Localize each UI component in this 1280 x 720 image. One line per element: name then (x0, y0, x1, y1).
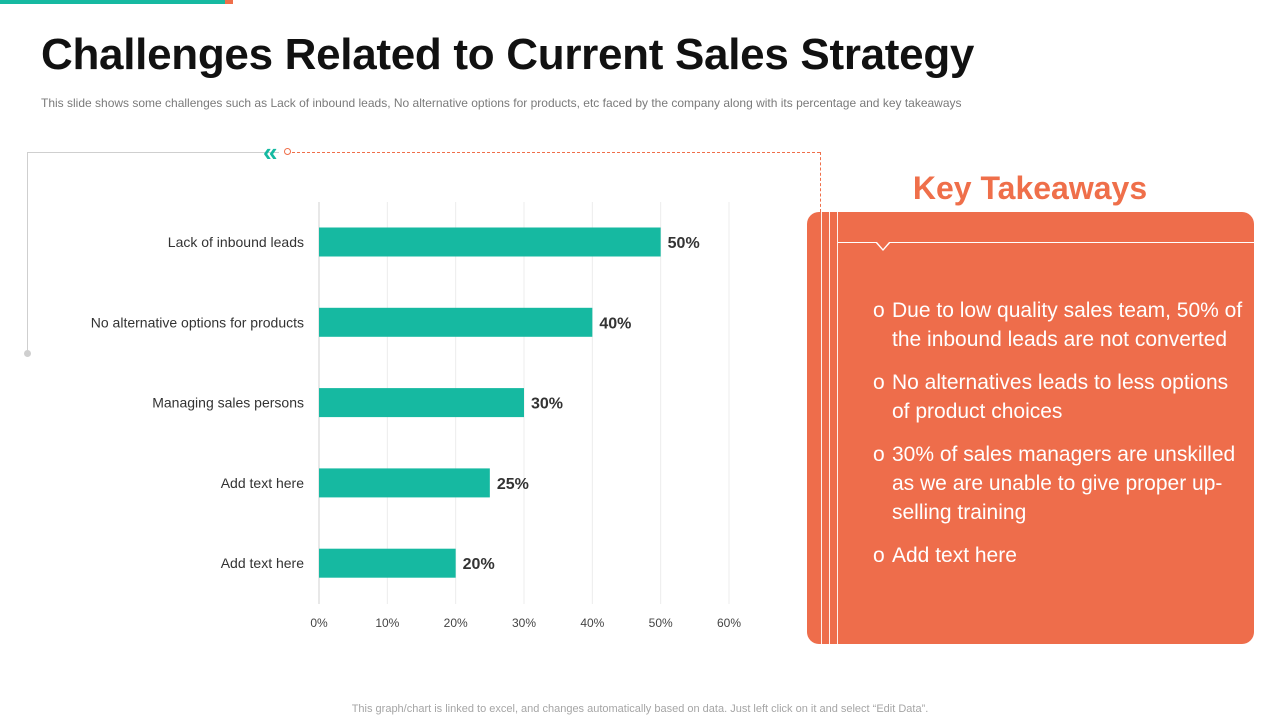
bullet-circle-icon: o (873, 443, 885, 466)
category-label: Lack of inbound leads (168, 234, 304, 250)
top-accent-bar-teal (0, 0, 225, 4)
frame-circle-node (284, 148, 291, 155)
panel-decor-line (829, 212, 830, 644)
key-takeaways-panel: o Due to low quality sales team, 50% of t… (807, 212, 1254, 644)
category-label: Managing sales persons (152, 395, 304, 411)
panel-decor-line (837, 212, 838, 644)
bar[interactable] (319, 468, 490, 498)
x-tick-label: 10% (375, 616, 399, 630)
frame-dashed-line (292, 152, 820, 153)
panel-divider (838, 242, 1254, 243)
bar[interactable] (319, 227, 661, 257)
x-tick-label: 30% (512, 616, 536, 630)
x-tick-label: 0% (310, 616, 328, 630)
takeaways-list: o Due to low quality sales team, 50% of t… (873, 296, 1243, 584)
takeaway-text: Due to low quality sales team, 50% of th… (892, 299, 1243, 351)
takeaway-item: o 30% of sales managers are unskilled as … (873, 440, 1243, 527)
panel-notch-inner (877, 242, 889, 249)
double-chevron-left-icon: « (263, 137, 278, 167)
x-tick-label: 20% (444, 616, 468, 630)
takeaway-text: No alternatives leads to less options of… (892, 371, 1229, 423)
frame-dashed-connector (820, 152, 821, 212)
key-takeaways-heading: Key Takeaways (912, 170, 1148, 206)
top-accent-bar-orange (225, 0, 233, 4)
bar-value-label: 20% (463, 556, 495, 573)
x-tick-label: 40% (580, 616, 604, 630)
page-subtitle: This slide shows some challenges such as… (41, 96, 962, 110)
takeaway-text: Add text here (892, 544, 1017, 567)
frame-end-dot (24, 350, 31, 357)
panel-decor-line (821, 212, 822, 644)
bar[interactable] (319, 307, 593, 337)
x-tick-label: 50% (649, 616, 673, 630)
page-title: Challenges Related to Current Sales Stra… (41, 30, 975, 79)
takeaway-text: 30% of sales managers are unskilled as w… (892, 443, 1236, 524)
x-tick-label: 60% (717, 616, 741, 630)
bar-chart[interactable]: 0% 10% 20% 30% 40% 50% 60% Lack of inbound lead… (0, 0, 800, 680)
takeaway-item: o Add text here (873, 541, 1243, 570)
bullet-circle-icon: o (873, 371, 885, 394)
takeaway-item: o Due to low quality sales team, 50% of t… (873, 296, 1243, 354)
category-label: Add text here (221, 555, 304, 571)
bar-value-label: 25% (497, 476, 529, 493)
category-label: Add text here (221, 475, 304, 491)
bullet-circle-icon: o (873, 299, 885, 322)
bullet-circle-icon: o (873, 544, 885, 567)
frame-line-left (27, 152, 28, 352)
bar-value-label: 40% (599, 315, 631, 332)
bar[interactable] (319, 548, 456, 578)
category-label: No alternative options for products (91, 314, 304, 330)
takeaway-item: o No alternatives leads to less options o… (873, 368, 1243, 426)
frame-line-top (27, 152, 279, 153)
footnote: This graph/chart is linked to excel, and… (351, 703, 929, 715)
bar-value-label: 50% (668, 235, 700, 252)
bar-value-label: 30% (531, 396, 563, 413)
bar[interactable] (319, 388, 524, 418)
